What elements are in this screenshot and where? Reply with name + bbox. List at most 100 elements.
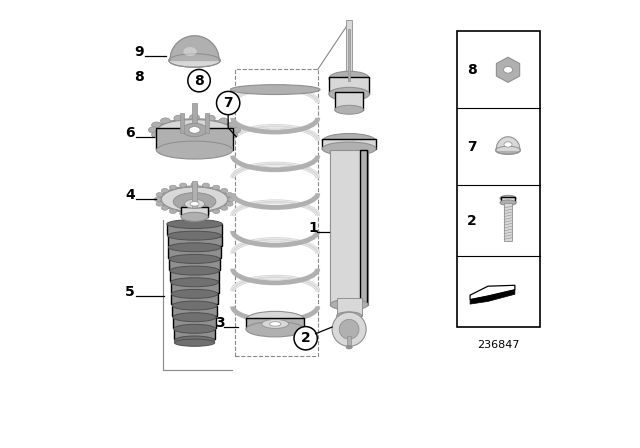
Ellipse shape	[180, 211, 187, 215]
Ellipse shape	[323, 134, 376, 149]
Ellipse shape	[156, 119, 234, 141]
Ellipse shape	[169, 254, 220, 263]
Ellipse shape	[500, 195, 516, 201]
Ellipse shape	[172, 301, 217, 310]
FancyBboxPatch shape	[246, 318, 305, 329]
Ellipse shape	[184, 199, 205, 208]
Ellipse shape	[169, 54, 220, 67]
Ellipse shape	[226, 202, 233, 206]
Ellipse shape	[184, 47, 197, 56]
Ellipse shape	[180, 183, 187, 188]
FancyBboxPatch shape	[337, 298, 362, 316]
Ellipse shape	[231, 127, 241, 133]
Ellipse shape	[156, 202, 163, 206]
Ellipse shape	[154, 197, 161, 202]
Ellipse shape	[219, 136, 228, 142]
Ellipse shape	[174, 115, 184, 121]
Ellipse shape	[181, 203, 208, 213]
Text: 7: 7	[467, 140, 476, 154]
Text: 8: 8	[467, 63, 476, 77]
Polygon shape	[470, 290, 515, 304]
Text: 8: 8	[194, 73, 204, 88]
FancyBboxPatch shape	[192, 103, 197, 123]
Circle shape	[332, 312, 366, 346]
Text: 1: 1	[309, 221, 319, 235]
Text: 4: 4	[125, 188, 135, 202]
Text: 9: 9	[134, 45, 144, 59]
Ellipse shape	[167, 220, 222, 228]
Ellipse shape	[246, 322, 305, 337]
FancyBboxPatch shape	[346, 20, 352, 90]
Text: 5: 5	[125, 284, 135, 299]
Ellipse shape	[156, 193, 163, 197]
Polygon shape	[496, 137, 520, 150]
FancyBboxPatch shape	[347, 336, 351, 347]
Ellipse shape	[161, 206, 168, 210]
FancyBboxPatch shape	[360, 150, 367, 305]
FancyBboxPatch shape	[168, 236, 221, 246]
Ellipse shape	[228, 197, 235, 202]
Ellipse shape	[171, 278, 218, 287]
Ellipse shape	[168, 243, 221, 252]
Ellipse shape	[226, 193, 233, 197]
Ellipse shape	[335, 105, 364, 114]
Ellipse shape	[161, 189, 168, 193]
Ellipse shape	[212, 209, 220, 214]
Ellipse shape	[212, 185, 220, 190]
Ellipse shape	[161, 136, 170, 142]
Ellipse shape	[173, 313, 216, 322]
Text: 3: 3	[215, 316, 225, 330]
Ellipse shape	[170, 185, 177, 190]
FancyBboxPatch shape	[172, 294, 218, 305]
Ellipse shape	[173, 324, 216, 333]
FancyBboxPatch shape	[504, 202, 511, 241]
FancyBboxPatch shape	[335, 92, 364, 110]
FancyBboxPatch shape	[173, 329, 216, 340]
Ellipse shape	[152, 122, 161, 128]
Text: 2: 2	[467, 214, 476, 228]
Ellipse shape	[269, 322, 281, 326]
Ellipse shape	[190, 202, 199, 206]
FancyBboxPatch shape	[157, 128, 233, 150]
FancyBboxPatch shape	[457, 31, 540, 327]
Ellipse shape	[170, 209, 177, 214]
Ellipse shape	[500, 200, 516, 205]
Ellipse shape	[205, 115, 215, 121]
FancyBboxPatch shape	[168, 247, 221, 258]
FancyBboxPatch shape	[169, 259, 220, 270]
Ellipse shape	[228, 122, 237, 128]
Ellipse shape	[496, 146, 520, 154]
Circle shape	[188, 69, 210, 92]
FancyBboxPatch shape	[501, 197, 515, 202]
Ellipse shape	[172, 289, 218, 298]
FancyBboxPatch shape	[205, 113, 209, 134]
Ellipse shape	[160, 186, 229, 213]
Circle shape	[216, 91, 240, 115]
Text: 2: 2	[301, 331, 310, 345]
Polygon shape	[170, 36, 220, 60]
Ellipse shape	[174, 336, 215, 345]
Ellipse shape	[152, 132, 161, 138]
FancyBboxPatch shape	[170, 271, 220, 281]
Ellipse shape	[329, 71, 369, 86]
Ellipse shape	[174, 339, 215, 346]
Ellipse shape	[157, 120, 232, 140]
Ellipse shape	[230, 85, 320, 95]
Ellipse shape	[148, 127, 158, 133]
FancyBboxPatch shape	[322, 139, 376, 149]
Ellipse shape	[504, 142, 512, 147]
Ellipse shape	[329, 87, 369, 101]
Ellipse shape	[205, 138, 215, 145]
Polygon shape	[497, 57, 520, 82]
Ellipse shape	[323, 142, 376, 155]
Ellipse shape	[168, 231, 221, 240]
Text: 236847: 236847	[477, 340, 519, 349]
Ellipse shape	[161, 118, 170, 124]
Ellipse shape	[346, 345, 352, 349]
Polygon shape	[470, 285, 515, 300]
Ellipse shape	[219, 118, 228, 124]
FancyBboxPatch shape	[180, 113, 184, 134]
Text: 8: 8	[134, 69, 144, 84]
Ellipse shape	[246, 311, 305, 327]
Ellipse shape	[189, 126, 200, 134]
